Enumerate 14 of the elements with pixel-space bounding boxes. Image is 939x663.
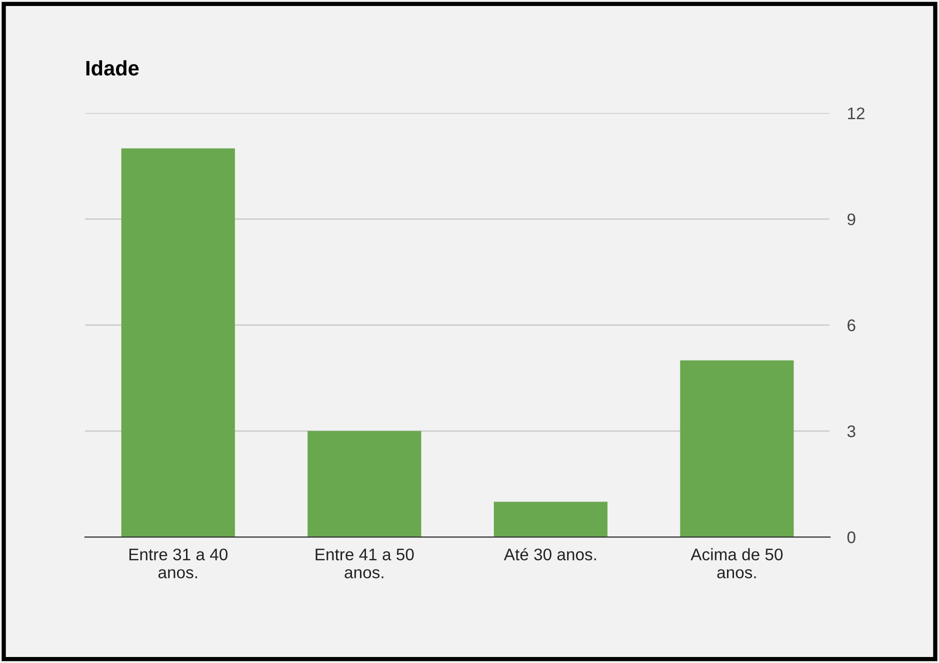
chart-title: Idade — [86, 60, 139, 76]
bar — [308, 431, 422, 538]
bar — [121, 148, 235, 538]
x-tick-label: Entre 31 a 40 anos. — [129, 548, 228, 578]
x-tick-label: Acima de 50 anos. — [690, 548, 783, 578]
y-tick-label: 6 — [848, 319, 856, 332]
x-tick-label: Até 30 anos. — [504, 548, 596, 560]
y-tick-label: 0 — [847, 531, 856, 544]
bar — [494, 502, 608, 538]
y-tick-label: 9 — [848, 213, 856, 226]
x-tick-label: Entre 41 a 50 anos. — [316, 548, 414, 578]
y-tick-label: 12 — [848, 107, 864, 120]
y-tick-label: 3 — [847, 425, 856, 438]
bar — [680, 360, 794, 538]
